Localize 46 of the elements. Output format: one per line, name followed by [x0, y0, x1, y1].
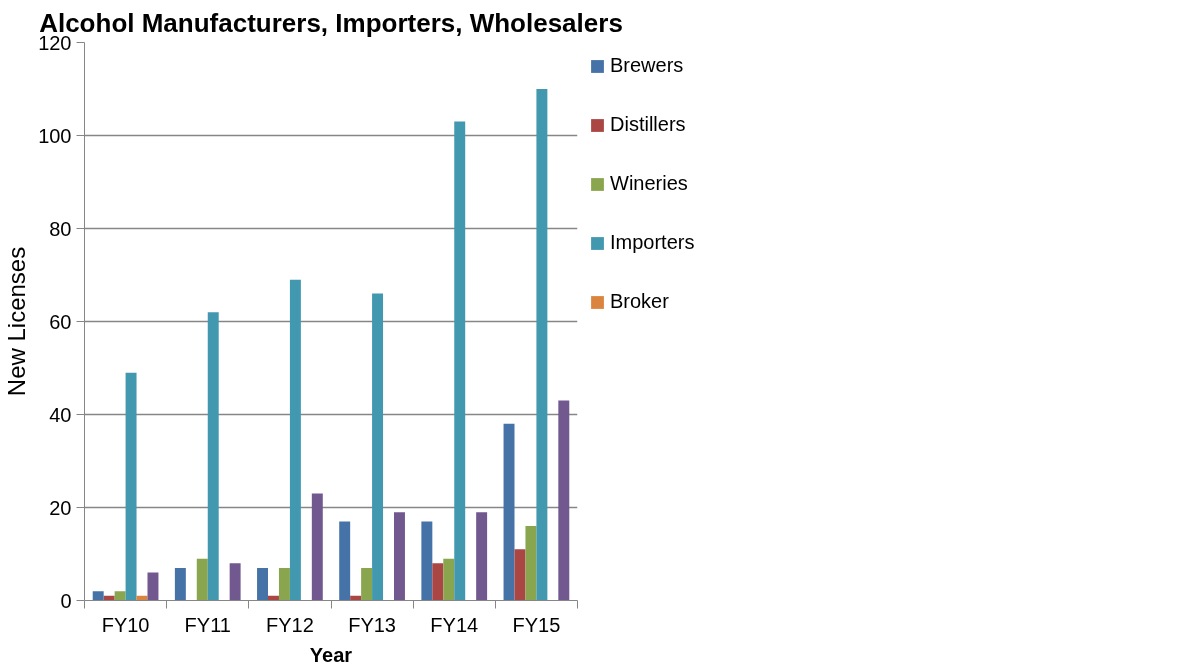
legend-label: Brewers: [610, 54, 684, 77]
bar: [92, 591, 104, 601]
bar: [503, 423, 515, 601]
x-tick-label: FY11: [184, 613, 231, 636]
legend-label: Importers: [610, 231, 695, 254]
y-tick-label: 0: [60, 589, 72, 612]
bar: [339, 521, 351, 601]
y-tick-label: 40: [49, 403, 72, 426]
bar: [536, 89, 548, 601]
x-tick-label: FY10: [101, 613, 150, 636]
legend-label: Broker: [610, 290, 669, 313]
y-tick-label: 80: [49, 217, 72, 240]
x-tick-label: FY14: [430, 613, 479, 636]
y-axis-title: New Licenses: [3, 246, 31, 397]
y-tick-label: 20: [49, 496, 72, 519]
x-tick-label: FY13: [348, 613, 396, 636]
bar: [361, 567, 373, 601]
bar: [454, 121, 466, 601]
bar: [476, 512, 488, 601]
y-tick-label: 100: [38, 124, 72, 147]
bar: [443, 558, 455, 601]
bar: [207, 312, 219, 601]
bar: [289, 279, 301, 601]
y-tick-label: 120: [38, 31, 72, 54]
bar: [432, 563, 444, 601]
bar: [514, 549, 526, 601]
bar: [372, 293, 384, 601]
bar: [257, 567, 269, 601]
legend-label: Wineries: [610, 172, 688, 195]
x-tick-label: FY12: [266, 613, 314, 636]
bar: [229, 563, 241, 601]
bar: [147, 572, 159, 601]
bar: [558, 400, 570, 601]
bar: [114, 591, 126, 601]
bar: [174, 567, 186, 601]
bar: [421, 521, 433, 601]
x-axis-title: Year: [309, 643, 353, 666]
bar: [525, 526, 537, 601]
x-tick-label: FY15: [512, 613, 561, 636]
y-tick-label: 60: [49, 310, 72, 333]
bar: [196, 558, 208, 601]
bar: [393, 512, 405, 601]
bar: [311, 493, 323, 601]
bar: [125, 372, 137, 601]
legend-label: Distillers: [610, 113, 686, 136]
bar: [278, 567, 290, 601]
